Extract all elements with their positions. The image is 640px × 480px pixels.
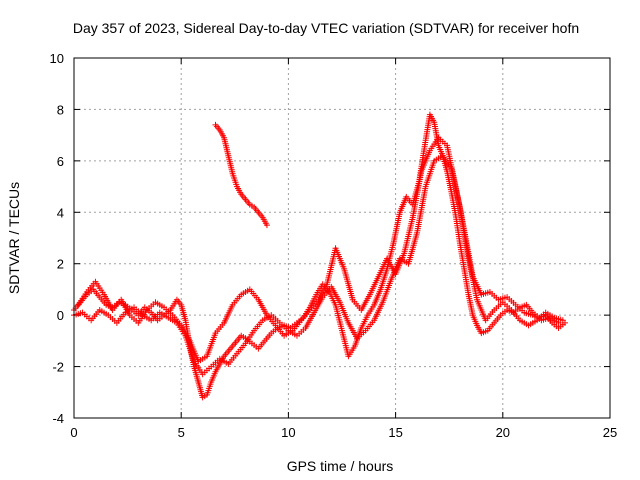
- y-tick-label: 10: [50, 51, 64, 66]
- data-points: [71, 111, 568, 401]
- x-tick-label: 0: [70, 425, 77, 440]
- data-point-marker: [555, 319, 562, 326]
- y-tick-label: 6: [57, 154, 64, 169]
- grid-lines: [74, 58, 610, 418]
- plot-frame: [73, 57, 611, 419]
- y-tick-label: 8: [57, 102, 64, 117]
- y-tick-label: 2: [57, 257, 64, 272]
- y-tick-label: -4: [52, 411, 64, 426]
- x-tick-label: 10: [281, 425, 295, 440]
- x-tick-label: 15: [388, 425, 402, 440]
- data-point-marker: [263, 222, 270, 229]
- y-tick-label: 4: [57, 205, 64, 220]
- x-tick-label: 20: [496, 425, 510, 440]
- data-point-marker: [559, 317, 566, 324]
- x-tick-label: 5: [178, 425, 185, 440]
- x-axis-label: GPS time / hours: [287, 458, 394, 474]
- chart-title: Day 357 of 2023, Sidereal Day-to-day VTE…: [73, 20, 579, 36]
- y-tick-label: 0: [57, 308, 64, 323]
- y-axis-label: SDTVAR / TECUs: [6, 182, 22, 294]
- y-tick-label: -2: [52, 360, 64, 375]
- x-tick-label: 25: [603, 425, 617, 440]
